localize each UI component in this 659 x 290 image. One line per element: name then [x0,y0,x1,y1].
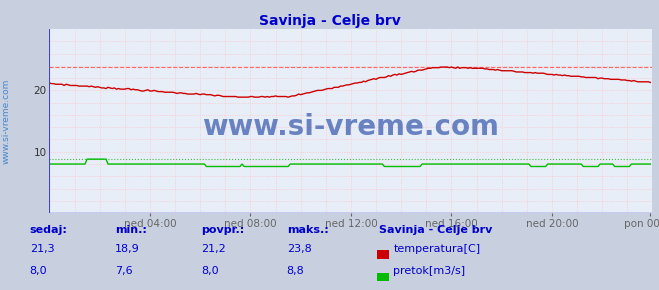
Text: Savinja - Celje brv: Savinja - Celje brv [379,225,492,235]
Text: 21,3: 21,3 [30,244,54,254]
Text: www.si-vreme.com: www.si-vreme.com [202,113,500,141]
Text: 7,6: 7,6 [115,266,133,276]
Text: www.si-vreme.com: www.si-vreme.com [2,79,11,164]
Text: Savinja - Celje brv: Savinja - Celje brv [258,14,401,28]
Text: 21,2: 21,2 [201,244,226,254]
Text: 23,8: 23,8 [287,244,312,254]
Text: 18,9: 18,9 [115,244,140,254]
Text: 8,8: 8,8 [287,266,304,276]
Text: povpr.:: povpr.: [201,225,244,235]
Text: 8,0: 8,0 [30,266,47,276]
Text: temperatura[C]: temperatura[C] [393,244,480,254]
Text: maks.:: maks.: [287,225,328,235]
Text: pretok[m3/s]: pretok[m3/s] [393,266,465,276]
Text: sedaj:: sedaj: [30,225,67,235]
Text: min.:: min.: [115,225,147,235]
Text: 8,0: 8,0 [201,266,219,276]
